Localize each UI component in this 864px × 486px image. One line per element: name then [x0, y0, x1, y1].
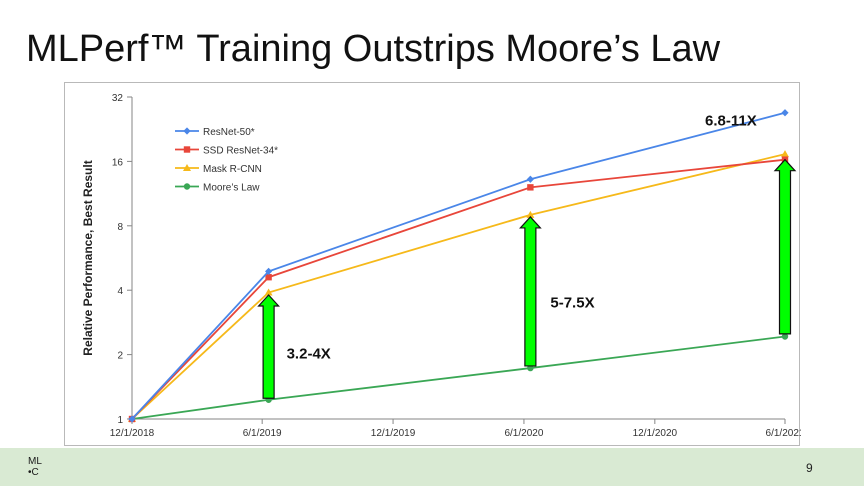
legend-label: SSD ResNet-34* — [203, 146, 278, 157]
legend-marker — [183, 127, 191, 135]
speedup-label: 3.2-4X — [287, 346, 331, 363]
speedup-arrow — [773, 158, 797, 335]
x-tick-label: 6/1/2019 — [243, 428, 282, 439]
x-tick-label: 6/1/2021 — [766, 428, 801, 439]
logo-line-2: •C — [28, 467, 39, 478]
x-tick-label: 12/1/2018 — [110, 428, 155, 439]
y-tick-label: 4 — [117, 286, 123, 297]
x-tick-label: 6/1/2020 — [504, 428, 543, 439]
x-tick-label: 12/1/2019 — [371, 428, 416, 439]
data-point — [128, 415, 136, 423]
y-tick-label: 1 — [117, 415, 123, 426]
y-tick-label: 8 — [117, 222, 123, 233]
footer-band: ML •C 9 — [0, 448, 864, 486]
y-tick-label: 32 — [112, 93, 124, 104]
legend-marker — [183, 164, 191, 171]
y-axis-label: Relative Performance, Best Result — [81, 160, 95, 355]
data-point — [265, 274, 272, 281]
speedup-label: 5-7.5X — [550, 294, 594, 311]
logo-line-1: ML — [28, 456, 42, 467]
line-chart: 1 2 4 8 16 32 12/1/2018 6/1/2019 12/1/2019 6/1/20… — [81, 93, 801, 439]
speedup-arrow — [257, 294, 280, 399]
series-line — [131, 153, 786, 420]
speedup-arrow — [519, 216, 542, 367]
legend-label: ResNet-50* — [203, 127, 255, 138]
data-point — [526, 210, 535, 218]
data-point — [781, 109, 789, 117]
data-point — [781, 333, 789, 340]
page-number: 9 — [806, 461, 813, 475]
mlcommons-logo: ML •C — [28, 456, 52, 478]
chart-frame: 1 2 4 8 16 32 12/1/2018 6/1/2019 12/1/2019 6/1/20… — [64, 82, 801, 446]
legend-label: Mask R-CNN — [203, 164, 262, 175]
x-tick-label: 12/1/2020 — [633, 428, 678, 439]
speedup-label: 6.8-11X — [705, 113, 757, 130]
series-line — [131, 158, 786, 420]
y-tick-label: 16 — [112, 157, 124, 168]
slide-title: MLPerf™ Training Outstrips Moore’s Law — [26, 28, 721, 70]
data-point — [526, 175, 534, 183]
data-point — [527, 184, 534, 191]
data-point — [781, 150, 789, 158]
data-point — [264, 288, 273, 296]
series-line — [131, 335, 786, 420]
series-line — [131, 111, 786, 420]
legend-label: Moore’s Law — [203, 183, 260, 194]
y-tick-label: 2 — [117, 351, 123, 362]
legend-marker — [183, 146, 191, 153]
legend-marker — [183, 183, 191, 190]
